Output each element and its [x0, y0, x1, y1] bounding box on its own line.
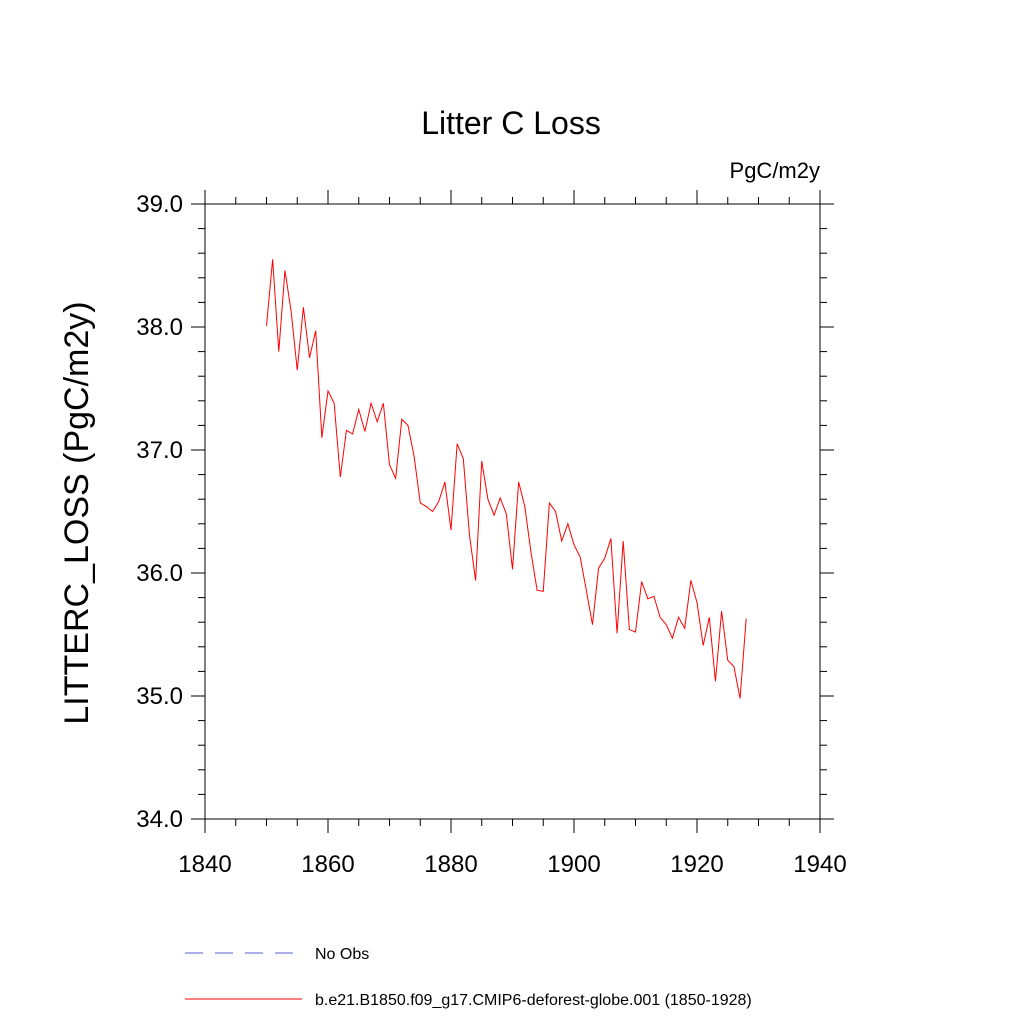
- y-tick-label: 38.0: [136, 314, 183, 341]
- y-axis-label: LITTERC_LOSS (PgC/m2y): [58, 301, 96, 724]
- y-tick-label: 36.0: [136, 560, 183, 587]
- legend-label-obs: No Obs: [315, 946, 369, 963]
- series-line-0: [266, 259, 747, 699]
- units-label: PgC/m2y: [730, 158, 820, 183]
- chart-title: Litter C Loss: [421, 105, 601, 141]
- axes: 1840 1860 1880 1900 1920 1940 34.0 35.0 36.0 37.0…: [136, 190, 847, 878]
- series-layer: [266, 259, 747, 699]
- legend: No Obs b.e21.B1850.f09_g17.CMIP6-defores…: [185, 946, 752, 1009]
- x-tick-label: 1840: [178, 851, 231, 878]
- y-tick-label: 35.0: [136, 683, 183, 710]
- y-tick-label: 39.0: [136, 191, 183, 218]
- x-tick-label: 1900: [547, 851, 600, 878]
- x-tick-label: 1860: [301, 851, 354, 878]
- legend-label-model: b.e21.B1850.f09_g17.CMIP6-deforest-globe…: [315, 992, 752, 1009]
- x-tick-label: 1920: [670, 851, 723, 878]
- y-tick-label: 37.0: [136, 437, 183, 464]
- y-tick-label: 34.0: [136, 806, 183, 833]
- plot-frame: [204, 203, 821, 820]
- x-tick-label: 1940: [793, 851, 846, 878]
- x-tick-label: 1880: [424, 851, 477, 878]
